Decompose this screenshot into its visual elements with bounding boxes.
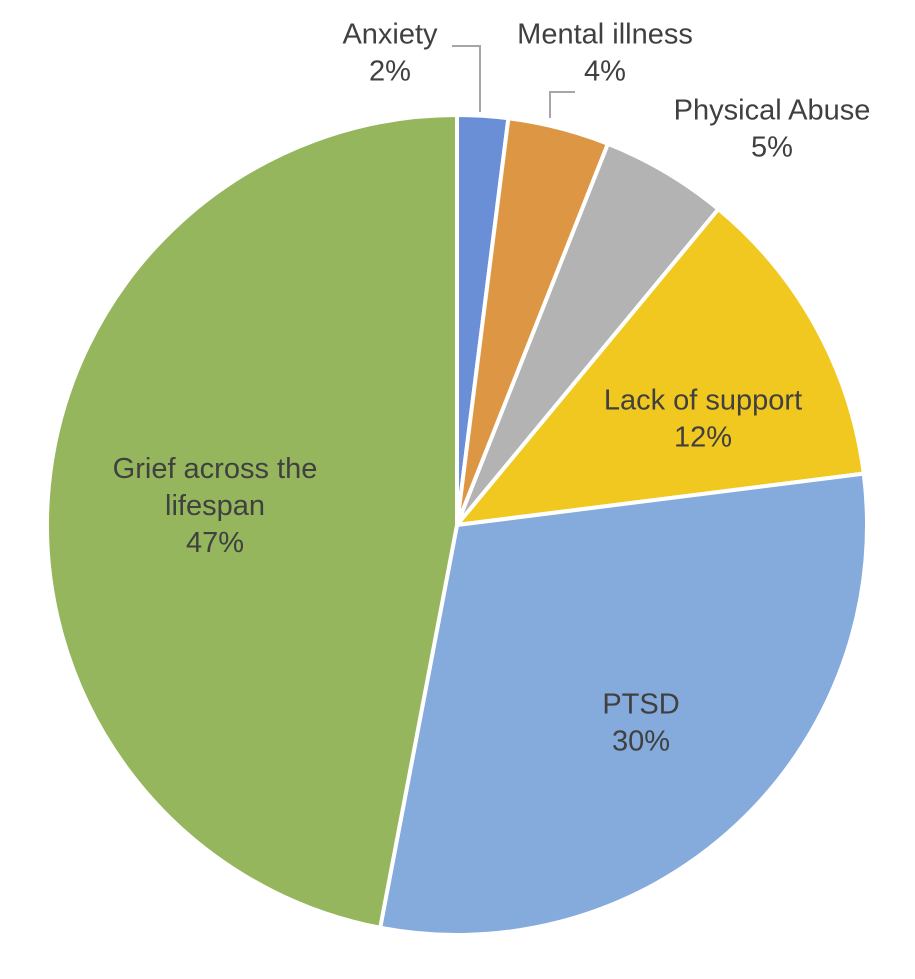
data-label-category: Anxiety bbox=[342, 19, 438, 51]
slices-layer bbox=[45, 112, 870, 937]
pie-slice-lack-of-support bbox=[455, 207, 866, 527]
data-label-value: 12% bbox=[674, 422, 732, 454]
data-label-category: Lack of support bbox=[604, 385, 802, 417]
data-label-anxiety: Anxiety 2% bbox=[342, 19, 438, 88]
data-label-category: Physical Abuse bbox=[674, 95, 871, 127]
data-label-grief-across-the-lifespan: Grief across the lifespan 47% bbox=[113, 453, 318, 559]
data-label-value: 5% bbox=[751, 132, 793, 164]
data-label-value: 4% bbox=[584, 56, 626, 88]
data-label-category: PTSD bbox=[602, 689, 679, 721]
data-labels: Anxiety 2% Mental illness 4% Physical Abuse 5… bbox=[113, 19, 871, 758]
data-label-category: lifespan bbox=[165, 490, 265, 522]
leader-line-anxiety bbox=[452, 45, 481, 112]
leader-lines bbox=[452, 45, 575, 118]
data-label-category: Grief across the bbox=[113, 453, 318, 485]
data-label-value: 47% bbox=[186, 527, 244, 559]
pie-slice-ptsd bbox=[378, 471, 870, 937]
leader-line-mental-illness bbox=[549, 91, 575, 118]
data-label-lack-of-support: Lack of support 12% bbox=[604, 385, 802, 454]
pie-slice-grief-across-the-lifespan bbox=[45, 113, 459, 930]
data-label-category: Mental illness bbox=[517, 19, 693, 51]
data-label-physical-abuse: Physical Abuse 5% bbox=[674, 95, 871, 164]
data-label-ptsd: PTSD 30% bbox=[602, 689, 679, 758]
data-label-value: 30% bbox=[612, 726, 670, 758]
data-label-mental-illness: Mental illness 4% bbox=[517, 19, 693, 88]
data-label-value: 2% bbox=[369, 56, 411, 88]
